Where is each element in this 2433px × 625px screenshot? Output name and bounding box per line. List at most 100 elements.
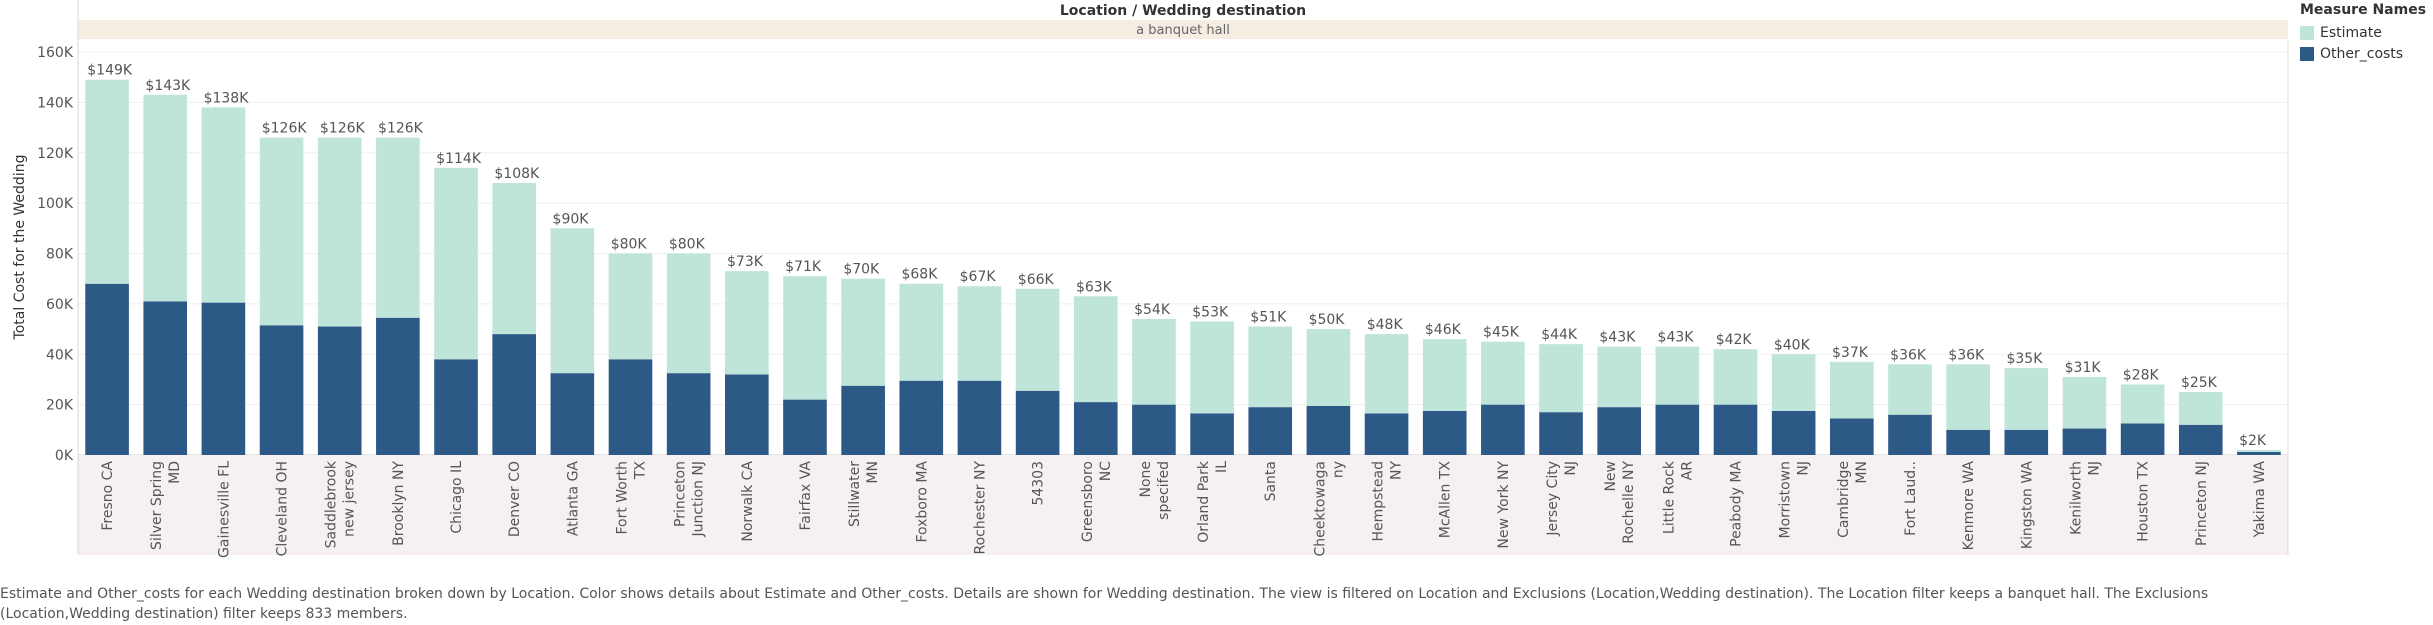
bar-other-costs[interactable]: [492, 334, 536, 455]
bar-estimate[interactable]: [1539, 344, 1583, 413]
bar-other-costs[interactable]: [666, 373, 711, 455]
bar-total-label: $37K: [1832, 345, 1869, 361]
bar-estimate[interactable]: [1073, 296, 1118, 403]
bar-other-costs[interactable]: [376, 317, 420, 455]
bar-other-costs[interactable]: [1713, 404, 1758, 455]
bar-estimate[interactable]: [259, 137, 304, 326]
x-tick-label-line: Denver CO: [507, 461, 523, 537]
bar-estimate[interactable]: [1190, 321, 1234, 414]
bar-other-costs[interactable]: [1888, 414, 1932, 455]
header-subtitle-band: [78, 20, 2288, 39]
x-tick-label-line: NY: [1389, 461, 1405, 480]
legend-item-estimate[interactable]: Estimate: [2300, 22, 2430, 43]
bar-other-costs[interactable]: [85, 283, 129, 455]
x-tick-label-line: Houston TX: [2136, 461, 2152, 542]
bar-other-costs[interactable]: [1132, 404, 1176, 455]
bar-estimate[interactable]: [2178, 392, 2223, 425]
bar-other-costs[interactable]: [1597, 407, 1641, 455]
bar-other-costs[interactable]: [550, 373, 595, 455]
bar-other-costs[interactable]: [1539, 412, 1583, 455]
bar-estimate[interactable]: [1830, 361, 1874, 419]
bar-estimate[interactable]: [317, 137, 362, 327]
bar-estimate[interactable]: [1481, 341, 1525, 405]
bar-other-costs[interactable]: [1190, 413, 1234, 455]
y-tick-label: 100K: [37, 196, 74, 212]
bar-other-costs[interactable]: [434, 359, 478, 455]
bar-other-costs[interactable]: [1481, 404, 1525, 455]
bar-other-costs[interactable]: [1655, 404, 1700, 455]
bar-estimate[interactable]: [201, 107, 246, 303]
bar-other-costs[interactable]: [2062, 428, 2107, 455]
bar-estimate[interactable]: [1946, 364, 1990, 430]
bar-estimate[interactable]: [1597, 346, 1641, 408]
x-tick-label-line: Orland Park: [1196, 460, 1212, 543]
bar-other-costs[interactable]: [841, 385, 885, 455]
x-tick-label: Greensboro NC: [1080, 461, 1114, 542]
bar-estimate[interactable]: [1422, 339, 1467, 411]
bar-other-costs[interactable]: [608, 359, 653, 455]
bar-estimate[interactable]: [492, 182, 536, 335]
bar-estimate[interactable]: [434, 167, 478, 360]
bar-estimate[interactable]: [666, 253, 711, 374]
y-tick-label: 0K: [55, 448, 74, 464]
bar-other-costs[interactable]: [1830, 418, 1874, 455]
bar-other-costs[interactable]: [899, 380, 944, 455]
bar-estimate[interactable]: [2004, 368, 2049, 430]
bar-other-costs[interactable]: [1073, 402, 1118, 455]
x-tick-label-line: MN: [865, 461, 881, 484]
bar-estimate[interactable]: [1248, 326, 1293, 408]
bar-other-costs[interactable]: [1364, 413, 1409, 455]
x-tick-label-line: Rochelle NY: [1621, 461, 1637, 544]
bar-other-costs[interactable]: [1422, 410, 1467, 455]
bar-other-costs[interactable]: [2178, 424, 2223, 455]
bar-estimate[interactable]: [1364, 334, 1409, 414]
bar-other-costs[interactable]: [1771, 410, 1816, 455]
y-tick-label: 140K: [37, 95, 74, 111]
x-tick-label-line: Fairfax VA: [798, 461, 814, 531]
bar-estimate[interactable]: [725, 271, 769, 375]
bar-estimate[interactable]: [899, 283, 944, 381]
bar-other-costs[interactable]: [725, 374, 769, 455]
x-tick-label-line: None: [1138, 461, 1154, 498]
bar-estimate[interactable]: [1888, 364, 1932, 415]
x-tick-label: Denver CO: [507, 461, 523, 537]
bar-other-costs[interactable]: [783, 399, 827, 455]
x-tick-label-line: Stillwater: [847, 461, 863, 527]
bar-other-costs[interactable]: [259, 325, 304, 455]
x-tick-label-line: Kenilworth: [2068, 461, 2084, 535]
bar-estimate[interactable]: [1771, 354, 1816, 411]
bar-estimate[interactable]: [550, 228, 595, 374]
x-tick-label-line: Jersey City: [1545, 461, 1561, 537]
bar-estimate[interactable]: [2120, 384, 2165, 424]
legend-item-other-costs[interactable]: Other_costs: [2300, 43, 2430, 64]
bar-other-costs[interactable]: [1306, 405, 1351, 455]
bar-estimate[interactable]: [1015, 288, 1060, 391]
bar-estimate[interactable]: [1132, 318, 1176, 405]
bar-estimate[interactable]: [1655, 346, 1700, 405]
x-tick-label-line: 54303: [1031, 461, 1047, 506]
bar-estimate[interactable]: [608, 253, 653, 360]
bar-total-label: $126K: [320, 121, 366, 137]
bar-estimate[interactable]: [1306, 329, 1351, 406]
x-tick-label-line: NC: [1098, 461, 1114, 481]
bar-estimate[interactable]: [2237, 449, 2281, 452]
bar-other-costs[interactable]: [2237, 451, 2281, 455]
bar-other-costs[interactable]: [317, 326, 362, 455]
y-tick-label: 60K: [46, 297, 74, 313]
bar-estimate[interactable]: [1713, 349, 1758, 405]
bar-other-costs[interactable]: [1946, 429, 1990, 455]
bar-other-costs[interactable]: [2120, 423, 2165, 455]
bar-estimate[interactable]: [2062, 376, 2107, 429]
bar-other-costs[interactable]: [1248, 407, 1293, 455]
bar-estimate[interactable]: [143, 94, 188, 302]
bar-other-costs[interactable]: [2004, 429, 2049, 455]
bar-other-costs[interactable]: [201, 302, 246, 455]
bar-estimate[interactable]: [376, 137, 420, 318]
bar-other-costs[interactable]: [1015, 390, 1060, 455]
bar-estimate[interactable]: [783, 276, 827, 400]
bar-other-costs[interactable]: [957, 380, 1002, 455]
bar-estimate[interactable]: [957, 286, 1002, 381]
bar-estimate[interactable]: [841, 278, 885, 386]
bar-other-costs[interactable]: [143, 301, 188, 455]
bar-estimate[interactable]: [85, 79, 129, 284]
